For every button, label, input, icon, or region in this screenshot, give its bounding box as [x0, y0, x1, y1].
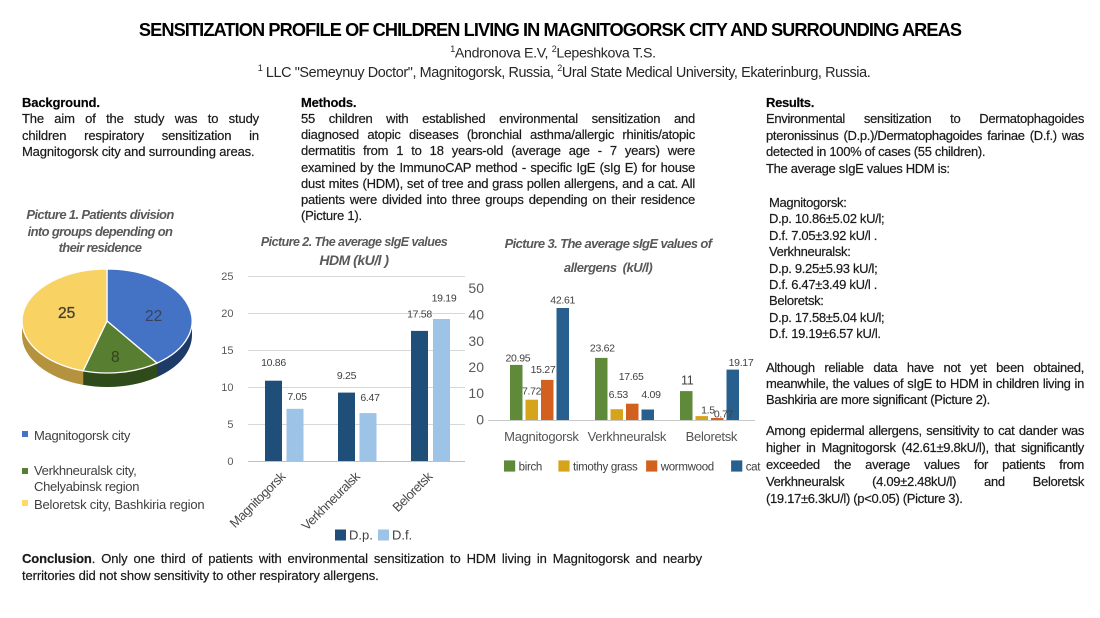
svg-text:19.19: 19.19	[432, 293, 457, 305]
svg-text:11: 11	[681, 373, 694, 387]
svg-text:10: 10	[468, 385, 484, 401]
svg-text:6.53: 6.53	[609, 389, 629, 401]
svg-text:Verkhneuralsk: Verkhneuralsk	[298, 468, 363, 533]
svg-text:20: 20	[468, 359, 484, 375]
svg-text:10.86: 10.86	[261, 357, 286, 369]
svg-text:Magnitogorsk: Magnitogorsk	[504, 429, 579, 444]
svg-text:0: 0	[476, 412, 484, 428]
svg-text:25: 25	[221, 271, 233, 283]
svg-text:D.f.: D.f.	[392, 528, 412, 543]
svg-text:22: 22	[145, 308, 162, 325]
svg-text:40: 40	[468, 307, 484, 323]
svg-text:timothy grass: timothy grass	[573, 462, 638, 474]
svg-text:Magnitogorsk: Magnitogorsk	[227, 468, 289, 530]
svg-text:17.65: 17.65	[619, 371, 644, 383]
svg-text:15.27: 15.27	[531, 364, 556, 376]
svg-text:50: 50	[468, 280, 484, 296]
svg-text:25: 25	[58, 305, 75, 322]
svg-text:30: 30	[468, 333, 484, 349]
svg-text:23.62: 23.62	[590, 342, 615, 354]
svg-text:Verkhneuralsk: Verkhneuralsk	[588, 429, 667, 444]
svg-text:20.95: 20.95	[506, 353, 531, 365]
svg-text:6.47: 6.47	[360, 392, 380, 404]
svg-text:Beloretsk: Beloretsk	[686, 429, 738, 444]
svg-text:5: 5	[227, 419, 233, 431]
svg-text:7.72: 7.72	[522, 386, 542, 398]
svg-text:birch: birch	[519, 462, 542, 474]
svg-text:15: 15	[221, 345, 233, 357]
svg-text:7.05: 7.05	[287, 391, 307, 403]
svg-text:9.25: 9.25	[337, 370, 357, 382]
svg-text:20: 20	[221, 308, 233, 320]
svg-text:Beloretsk: Beloretsk	[389, 468, 435, 514]
svg-text:1.5: 1.5	[701, 404, 715, 416]
svg-text:19.17: 19.17	[729, 357, 754, 369]
svg-text:cat: cat	[746, 462, 762, 474]
svg-text:wormwood: wormwood	[660, 462, 714, 474]
svg-text:8: 8	[111, 349, 120, 366]
svg-text:42.61: 42.61	[550, 295, 575, 307]
svg-text:4.09: 4.09	[641, 389, 661, 401]
svg-text:D.p.: D.p.	[349, 528, 373, 543]
svg-text:0: 0	[227, 456, 233, 468]
svg-text:0.77: 0.77	[714, 409, 734, 421]
svg-text:10: 10	[221, 382, 233, 394]
svg-text:17.58: 17.58	[407, 309, 432, 321]
